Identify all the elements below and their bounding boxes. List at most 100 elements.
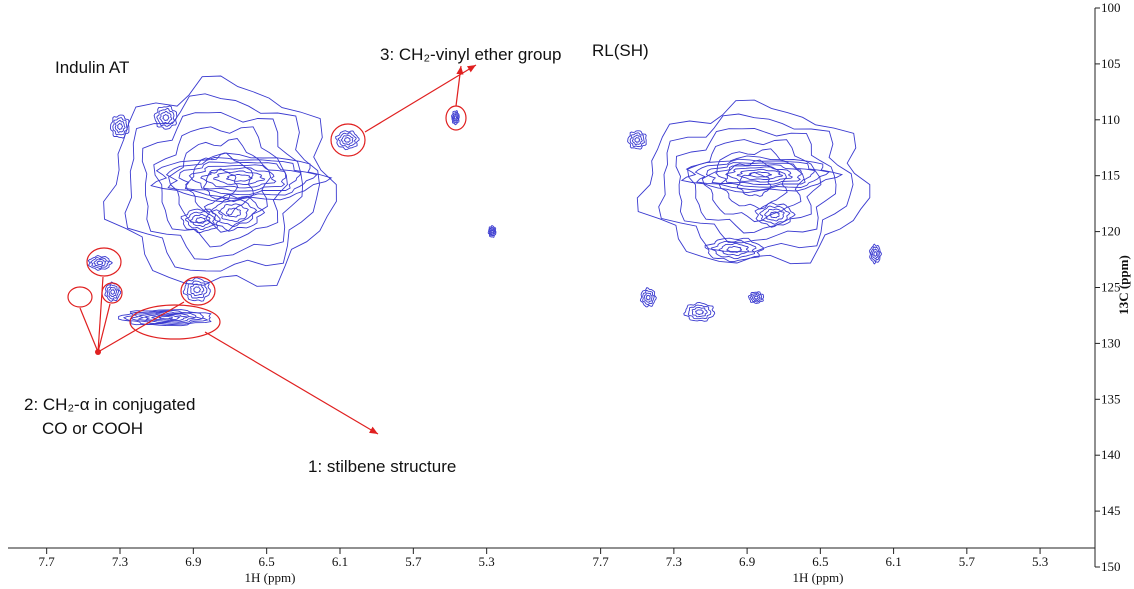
contour-line	[93, 259, 107, 268]
contour-line	[687, 304, 712, 320]
x-tick-label: 6.9	[739, 554, 755, 569]
contour-line	[873, 251, 878, 257]
contour-line	[452, 111, 459, 124]
contour-line	[180, 208, 221, 233]
contour-line	[182, 277, 211, 302]
contour-line	[337, 132, 357, 148]
contour-line	[90, 257, 110, 269]
contour-line	[758, 205, 791, 225]
contour-line	[122, 309, 209, 325]
y-axis-label: 13C (ppm)	[1116, 255, 1131, 315]
arrow	[79, 307, 99, 353]
contour-line	[736, 168, 784, 180]
arrow	[455, 65, 464, 107]
contour-line	[212, 170, 266, 185]
contour-line	[124, 93, 320, 272]
contour-line	[87, 255, 113, 271]
annotation: CO or COOH	[42, 419, 143, 438]
contour-line	[343, 137, 351, 143]
circle	[180, 276, 216, 306]
arrow	[204, 331, 379, 435]
contour-line	[153, 126, 288, 248]
contour-line	[642, 289, 655, 306]
y-tick-label: 125	[1101, 280, 1121, 295]
highlights	[67, 64, 477, 435]
contour-line	[335, 130, 360, 151]
contour-line	[178, 161, 302, 196]
contour-line	[753, 295, 759, 300]
contour-line	[184, 211, 216, 231]
contour-line	[675, 128, 837, 244]
contour-line	[340, 134, 354, 146]
y-tick-label: 120	[1101, 224, 1121, 239]
contour-line	[490, 229, 494, 234]
x-tick-label: 6.9	[185, 554, 201, 569]
contour-line	[751, 293, 761, 301]
y-tick-label: 130	[1101, 335, 1121, 350]
contour-line	[225, 207, 242, 218]
contour-line	[190, 283, 205, 297]
contour-line	[764, 208, 785, 222]
contour-line	[210, 198, 258, 228]
contour-line	[117, 122, 124, 131]
contour-line	[644, 292, 653, 303]
x-tick-label: 6.5	[259, 554, 275, 569]
x-tick-label: 5.3	[479, 554, 495, 569]
contour-line	[109, 114, 130, 139]
contour-line	[680, 155, 844, 194]
circle	[67, 286, 93, 308]
contour-line	[96, 260, 104, 266]
y-tick-label: 145	[1101, 503, 1121, 518]
panel-title: Indulin AT	[55, 58, 129, 77]
contour-line	[129, 311, 204, 325]
contour-line	[749, 292, 763, 303]
contour-line	[108, 287, 117, 298]
x-tick-label: 7.7	[39, 554, 56, 569]
contour-line	[645, 294, 651, 301]
contour-line	[193, 286, 201, 294]
contour-line	[226, 173, 253, 182]
y-tick-label: 105	[1101, 56, 1121, 71]
contour-line	[694, 158, 830, 191]
y-tick-label: 100	[1101, 0, 1121, 15]
contour-line	[634, 136, 641, 143]
contour-line	[165, 156, 318, 200]
contour-line	[683, 302, 716, 322]
contour-line	[748, 171, 772, 178]
contour-line	[451, 110, 460, 126]
x-tick-label: 7.3	[666, 554, 682, 569]
contour-line	[137, 312, 196, 324]
contour-line	[150, 314, 181, 321]
contour-line	[691, 307, 708, 318]
contour-line	[159, 110, 173, 124]
contour-line	[695, 309, 705, 316]
contour-line	[711, 240, 757, 260]
contour-line	[153, 105, 178, 130]
contour-line	[488, 226, 496, 237]
arrow-origin	[95, 349, 101, 355]
circle	[129, 304, 221, 340]
contour-line	[162, 113, 170, 121]
contour-line	[188, 164, 287, 192]
contour-line	[110, 289, 115, 295]
contour-line	[487, 225, 497, 238]
y-tick-label: 140	[1101, 447, 1121, 462]
arrow	[364, 64, 477, 133]
x-tick-label: 5.3	[1032, 554, 1048, 569]
contour-line	[186, 280, 208, 299]
contour-line	[769, 211, 780, 219]
contour-line	[195, 216, 206, 224]
contour-line	[715, 164, 802, 185]
contour-line	[453, 113, 458, 122]
contour-line	[112, 116, 128, 136]
contour-line	[489, 228, 495, 236]
annotation: 3: CH₂-vinyl ether group	[380, 45, 561, 64]
contour-line	[871, 248, 879, 260]
annotation: 2: CH₂-α in conjugated	[24, 395, 195, 414]
x-axis-label: 1H (ppm)	[245, 570, 296, 585]
contour-line	[718, 242, 749, 256]
circle	[330, 123, 366, 157]
contour-line	[870, 246, 881, 263]
